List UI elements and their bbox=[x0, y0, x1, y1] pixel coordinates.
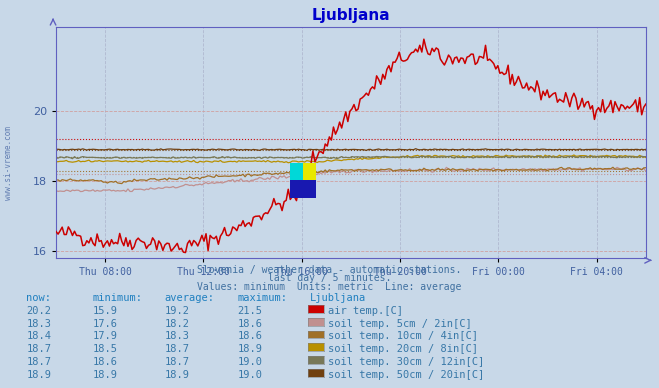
Text: 18.9: 18.9 bbox=[92, 370, 117, 380]
Text: minimum:: minimum: bbox=[92, 293, 142, 303]
Text: soil temp. 50cm / 20in[C]: soil temp. 50cm / 20in[C] bbox=[328, 370, 484, 380]
Text: average:: average: bbox=[165, 293, 215, 303]
Text: Values: minimum  Units: metric  Line: average: Values: minimum Units: metric Line: aver… bbox=[197, 282, 462, 292]
Bar bbox=[290, 163, 303, 180]
Text: 18.6: 18.6 bbox=[92, 357, 117, 367]
Text: 18.4: 18.4 bbox=[26, 331, 51, 341]
Text: 18.6: 18.6 bbox=[237, 319, 262, 329]
Text: 17.6: 17.6 bbox=[92, 319, 117, 329]
Text: 18.7: 18.7 bbox=[165, 344, 190, 354]
Text: soil temp. 5cm / 2in[C]: soil temp. 5cm / 2in[C] bbox=[328, 319, 472, 329]
Text: 18.9: 18.9 bbox=[165, 370, 190, 380]
Text: 18.3: 18.3 bbox=[165, 331, 190, 341]
Text: 18.3: 18.3 bbox=[26, 319, 51, 329]
Text: air temp.[C]: air temp.[C] bbox=[328, 306, 403, 316]
Text: 18.9: 18.9 bbox=[237, 344, 262, 354]
Text: 18.5: 18.5 bbox=[92, 344, 117, 354]
Text: soil temp. 20cm / 8in[C]: soil temp. 20cm / 8in[C] bbox=[328, 344, 478, 354]
Text: 19.0: 19.0 bbox=[237, 357, 262, 367]
Text: now:: now: bbox=[26, 293, 51, 303]
Text: soil temp. 30cm / 12in[C]: soil temp. 30cm / 12in[C] bbox=[328, 357, 484, 367]
Text: 19.0: 19.0 bbox=[237, 370, 262, 380]
Text: 18.7: 18.7 bbox=[165, 357, 190, 367]
Text: 18.9: 18.9 bbox=[26, 370, 51, 380]
Text: 18.7: 18.7 bbox=[26, 344, 51, 354]
Bar bbox=[303, 163, 316, 180]
Text: www.si-vreme.com: www.si-vreme.com bbox=[4, 126, 13, 200]
Text: 21.5: 21.5 bbox=[237, 306, 262, 316]
Text: 18.7: 18.7 bbox=[26, 357, 51, 367]
Text: Slovenia / weather data - automatic stations.: Slovenia / weather data - automatic stat… bbox=[197, 265, 462, 275]
Text: 19.2: 19.2 bbox=[165, 306, 190, 316]
Text: 15.9: 15.9 bbox=[92, 306, 117, 316]
Text: 20.2: 20.2 bbox=[26, 306, 51, 316]
Text: Ljubljana: Ljubljana bbox=[310, 293, 366, 303]
Title: Ljubljana: Ljubljana bbox=[312, 8, 390, 23]
Text: 18.6: 18.6 bbox=[237, 331, 262, 341]
Text: 17.9: 17.9 bbox=[92, 331, 117, 341]
Text: last day / 5 minutes.: last day / 5 minutes. bbox=[268, 273, 391, 283]
Text: 18.2: 18.2 bbox=[165, 319, 190, 329]
Text: soil temp. 10cm / 4in[C]: soil temp. 10cm / 4in[C] bbox=[328, 331, 478, 341]
Text: maximum:: maximum: bbox=[237, 293, 287, 303]
Bar bbox=[290, 180, 316, 198]
